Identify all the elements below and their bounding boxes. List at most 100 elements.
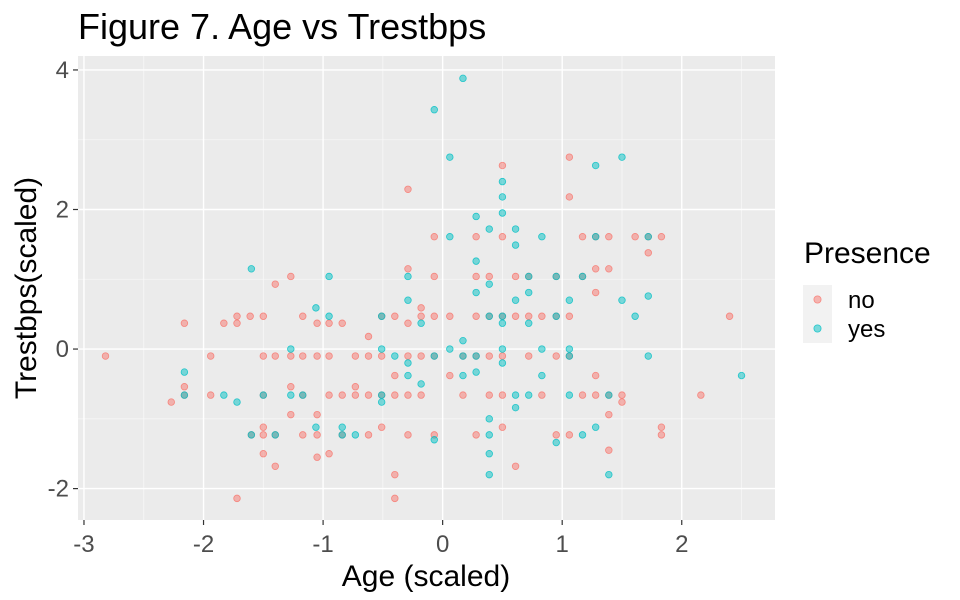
x-tick-label: 2 — [675, 531, 688, 558]
legend-label-yes: yes — [848, 316, 885, 343]
point-yes — [565, 391, 574, 399]
point-yes — [498, 345, 507, 353]
point-yes — [271, 431, 279, 439]
grid-major — [78, 56, 775, 520]
x-tick-label: -2 — [193, 531, 214, 558]
point-yes — [404, 371, 412, 380]
point-no — [299, 431, 307, 439]
point-no — [313, 453, 321, 461]
point-no — [430, 312, 438, 320]
point-no — [364, 332, 373, 341]
point-yes — [312, 423, 320, 431]
point-no — [417, 312, 425, 320]
point-no — [472, 431, 480, 439]
point-no — [259, 312, 268, 320]
point-no — [325, 319, 333, 327]
point-yes — [430, 436, 438, 444]
point-no — [180, 383, 189, 391]
point-no — [697, 391, 705, 399]
point-no — [271, 280, 279, 288]
point-no — [313, 431, 321, 439]
point-yes — [525, 319, 533, 327]
point-yes — [538, 233, 546, 241]
point-no — [498, 352, 507, 360]
point-no — [525, 352, 533, 360]
point-yes — [459, 371, 467, 380]
point-no — [338, 391, 346, 399]
point-no — [287, 352, 295, 360]
point-no — [404, 431, 412, 439]
point-no — [233, 494, 241, 503]
point-no — [180, 319, 189, 327]
point-yes — [259, 391, 268, 399]
point-no — [631, 233, 639, 241]
point-no — [430, 272, 438, 281]
point-no — [657, 423, 666, 431]
point-no — [565, 431, 574, 439]
point-no — [485, 272, 493, 281]
point-yes — [459, 336, 467, 345]
legend-marker-yes — [813, 324, 822, 333]
point-yes — [525, 391, 533, 399]
point-no — [246, 312, 254, 320]
point-yes — [391, 352, 399, 360]
point-no — [287, 272, 295, 281]
point-yes — [338, 431, 346, 439]
point-no — [391, 371, 399, 380]
point-yes — [511, 296, 520, 304]
point-yes — [591, 161, 600, 170]
point-yes — [417, 380, 425, 388]
point-yes — [565, 352, 574, 360]
y-tick-label: 2 — [56, 197, 69, 224]
point-no — [525, 312, 533, 320]
point-no — [446, 371, 454, 380]
point-yes — [525, 288, 533, 297]
point-no — [552, 352, 560, 360]
point-yes — [737, 371, 746, 380]
x-tick-label: -3 — [73, 531, 94, 558]
point-no — [338, 319, 346, 327]
point-no — [565, 193, 574, 201]
point-yes — [325, 272, 333, 281]
legend-title: Presence — [804, 237, 931, 270]
point-no — [233, 319, 241, 327]
point-no — [313, 319, 321, 327]
point-no — [377, 423, 386, 431]
point-yes — [644, 233, 652, 241]
point-no — [351, 383, 360, 391]
point-yes — [565, 345, 574, 353]
point-yes — [472, 368, 480, 376]
point-no — [417, 391, 425, 399]
x-tick-label: -1 — [312, 531, 333, 558]
point-no — [287, 383, 295, 391]
point-yes — [338, 423, 346, 431]
plot-panel — [78, 56, 775, 520]
point-yes — [287, 345, 295, 353]
point-no — [538, 391, 546, 399]
point-no — [618, 398, 626, 406]
data-points — [101, 74, 746, 503]
point-no — [578, 233, 587, 241]
point-yes — [511, 391, 520, 399]
point-yes — [351, 431, 360, 439]
point-yes — [485, 415, 493, 423]
point-no — [207, 352, 215, 360]
y-axis: -2 0 2 4 — [48, 57, 78, 503]
x-axis-title: Age (scaled) — [342, 560, 510, 593]
point-yes — [430, 106, 438, 114]
legend-label-no: no — [848, 287, 875, 314]
point-no — [391, 391, 399, 399]
point-no — [657, 431, 666, 439]
point-no — [325, 450, 333, 458]
point-yes — [498, 177, 507, 186]
point-yes — [644, 352, 652, 360]
point-no — [605, 233, 613, 241]
point-no — [313, 352, 321, 360]
point-yes — [404, 359, 412, 367]
point-no — [498, 161, 507, 170]
point-no — [591, 391, 600, 399]
chart-title: Figure 7. Age vs Trestbps — [78, 6, 486, 47]
point-no — [578, 391, 587, 399]
point-yes — [404, 296, 412, 304]
